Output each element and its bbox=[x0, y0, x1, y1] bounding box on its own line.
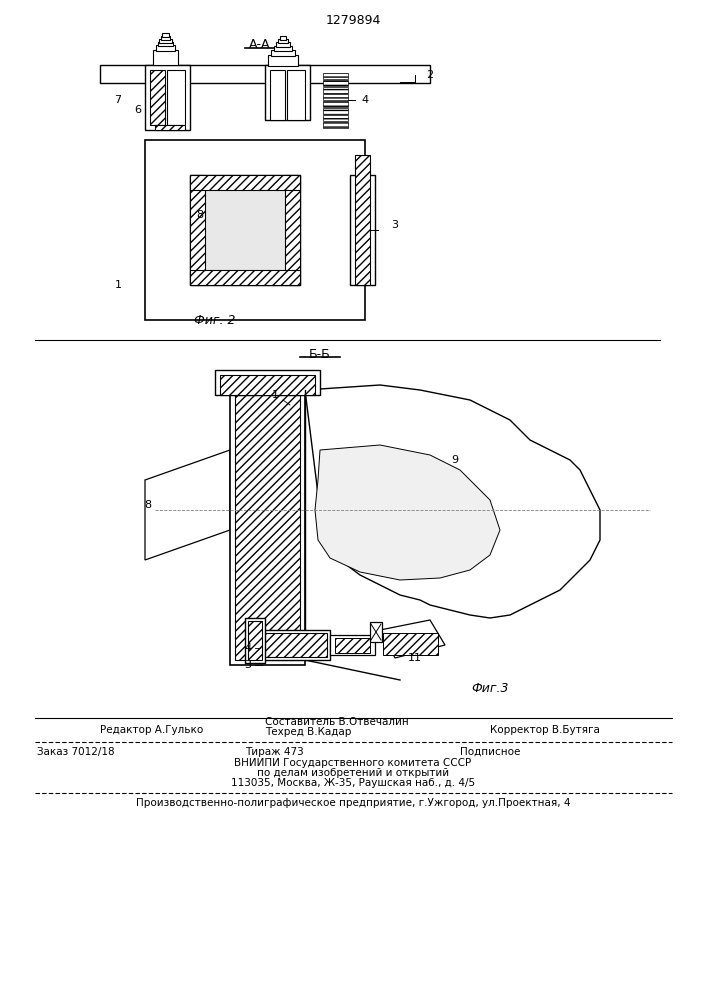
Bar bbox=[235, 380, 300, 660]
Polygon shape bbox=[315, 445, 500, 580]
Bar bbox=[350, 175, 375, 285]
Bar bbox=[287, 70, 305, 120]
Polygon shape bbox=[380, 620, 445, 658]
Text: Фиг. 2: Фиг. 2 bbox=[194, 314, 235, 326]
Text: Фиг.3: Фиг.3 bbox=[472, 682, 509, 694]
Bar bbox=[161, 36, 170, 40]
Bar bbox=[323, 108, 348, 114]
Text: 8: 8 bbox=[144, 500, 151, 510]
Bar bbox=[323, 122, 348, 128]
Bar bbox=[145, 140, 365, 320]
Bar bbox=[270, 70, 285, 120]
Bar bbox=[100, 65, 430, 83]
Bar bbox=[215, 370, 320, 395]
Bar bbox=[145, 65, 190, 130]
Text: Техред В.Кадар: Техред В.Кадар bbox=[265, 727, 351, 737]
Bar bbox=[220, 375, 315, 395]
Text: 9: 9 bbox=[452, 455, 459, 465]
Text: Б-Б: Б-Б bbox=[309, 349, 331, 361]
Bar bbox=[278, 39, 288, 43]
Text: 113035, Москва, Ж-35, Раушская наб., д. 4/5: 113035, Москва, Ж-35, Раушская наб., д. … bbox=[231, 778, 475, 788]
Text: А-А: А-А bbox=[250, 38, 271, 51]
Bar bbox=[155, 125, 185, 130]
Bar bbox=[323, 87, 348, 93]
Bar bbox=[280, 36, 286, 40]
Bar bbox=[330, 635, 375, 655]
Text: по делам изобретений и открытий: по делам изобретений и открытий bbox=[257, 768, 449, 778]
Text: Редактор А.Гулько: Редактор А.Гулько bbox=[100, 725, 203, 735]
Bar bbox=[323, 94, 348, 100]
Text: 4: 4 bbox=[361, 95, 368, 105]
Bar bbox=[158, 42, 173, 46]
Polygon shape bbox=[145, 450, 230, 560]
Bar bbox=[153, 50, 178, 65]
Bar bbox=[260, 630, 330, 660]
Bar bbox=[268, 55, 298, 66]
Bar bbox=[276, 42, 290, 47]
Bar bbox=[230, 375, 305, 665]
Bar bbox=[370, 622, 382, 642]
Bar bbox=[323, 115, 348, 121]
Bar bbox=[156, 45, 175, 51]
Bar bbox=[190, 175, 300, 285]
Text: Производственно-полиграфическое предприятие, г.Ужгород, ул.Проектная, 4: Производственно-полиграфическое предприя… bbox=[136, 798, 571, 808]
Text: 4: 4 bbox=[245, 643, 252, 653]
Text: 1: 1 bbox=[271, 390, 279, 400]
Bar bbox=[335, 638, 370, 653]
Text: 6: 6 bbox=[134, 105, 141, 115]
Text: ВНИИПИ Государственного комитета СССР: ВНИИПИ Государственного комитета СССР bbox=[235, 758, 472, 768]
Bar bbox=[383, 633, 438, 655]
Bar bbox=[245, 618, 265, 663]
Bar bbox=[190, 175, 300, 190]
Bar bbox=[271, 50, 295, 56]
Text: 2: 2 bbox=[426, 70, 433, 80]
Text: Корректор В.Бутяга: Корректор В.Бутяга bbox=[490, 725, 600, 735]
Bar bbox=[285, 175, 300, 285]
Bar bbox=[265, 65, 310, 120]
Text: 3: 3 bbox=[392, 220, 399, 230]
Text: Составитель В.Отвечалин: Составитель В.Отвечалин bbox=[265, 717, 409, 727]
Text: 11: 11 bbox=[408, 653, 422, 663]
Bar bbox=[248, 621, 262, 660]
Bar bbox=[323, 101, 348, 107]
Bar bbox=[167, 70, 185, 125]
Bar bbox=[323, 73, 348, 79]
Bar bbox=[162, 33, 169, 37]
Text: 3: 3 bbox=[245, 660, 252, 670]
Bar bbox=[190, 175, 205, 285]
Text: 7: 7 bbox=[115, 95, 122, 105]
Bar bbox=[150, 70, 165, 125]
Text: Тираж 473: Тираж 473 bbox=[245, 747, 304, 757]
Bar bbox=[195, 180, 295, 280]
Bar bbox=[190, 270, 300, 285]
Bar bbox=[159, 39, 172, 43]
Bar bbox=[355, 155, 370, 285]
Bar bbox=[263, 633, 327, 657]
Text: Подписное: Подписное bbox=[460, 747, 520, 757]
Text: Заказ 7012/18: Заказ 7012/18 bbox=[37, 747, 115, 757]
Text: 1: 1 bbox=[115, 280, 122, 290]
Bar bbox=[323, 80, 348, 86]
Polygon shape bbox=[305, 385, 600, 618]
Text: 8: 8 bbox=[197, 210, 204, 220]
Bar bbox=[274, 46, 292, 51]
Text: 1279894: 1279894 bbox=[325, 13, 380, 26]
